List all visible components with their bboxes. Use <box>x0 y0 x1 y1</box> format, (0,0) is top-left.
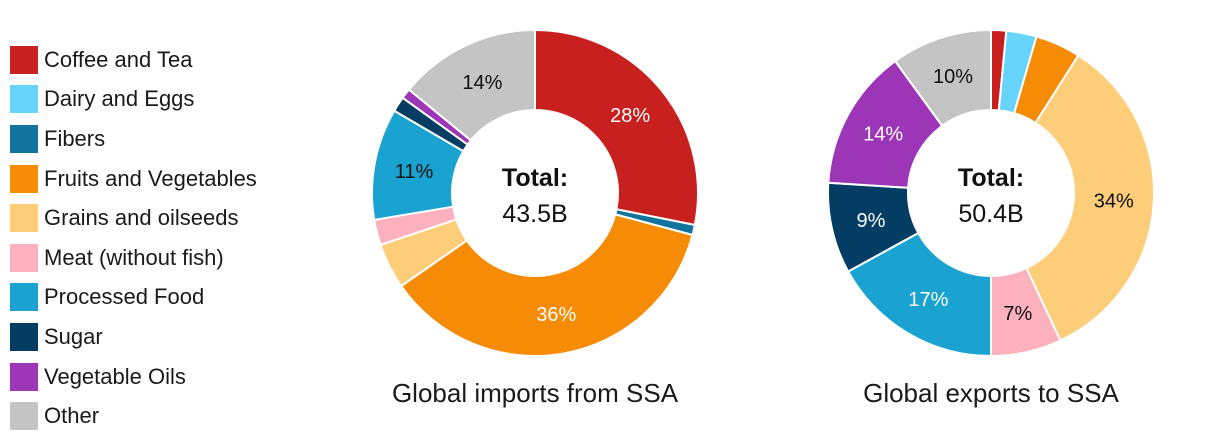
slice-label: 9% <box>857 210 886 232</box>
legend-item: Fruits and Vegetables <box>10 159 257 199</box>
legend-item: Other <box>10 396 257 436</box>
legend-swatch <box>10 164 38 193</box>
slice-label: 34% <box>1094 191 1134 213</box>
legend-label: Vegetable Oils <box>44 363 186 389</box>
legend-item: Meat (without fish) <box>10 238 257 278</box>
legend-swatch <box>10 45 38 74</box>
legend-label: Sugar <box>44 323 103 349</box>
legend-swatch <box>10 322 38 351</box>
legend-swatch <box>10 85 38 114</box>
slice-label: 17% <box>908 289 948 311</box>
slice-other <box>407 28 536 142</box>
legend-swatch <box>10 362 38 391</box>
legend-item: Dairy and Eggs <box>10 80 257 120</box>
slice-label: 28% <box>610 105 650 127</box>
legend-item: Fibers <box>10 119 257 159</box>
slice-fruits-and-vegetables <box>399 213 694 357</box>
slice-grains-and-oilseeds <box>1025 53 1155 342</box>
legend-label: Other <box>44 403 100 429</box>
legend-item: Grains and oilseeds <box>10 198 257 238</box>
slice-label: 14% <box>462 72 502 94</box>
center-total-label: Total: <box>502 164 568 192</box>
legend-label: Meat (without fish) <box>44 244 224 270</box>
center-total-value: 50.4B <box>958 200 1023 228</box>
legend-item: Coffee and Tea <box>10 40 257 80</box>
legend-label: Dairy and Eggs <box>44 86 195 112</box>
legend-item: Sugar <box>10 317 257 357</box>
legend-swatch <box>10 243 38 272</box>
donut-chart-exports: 34% 7% 17% 9% 14% 10% Total: 50.4B <box>827 28 1155 358</box>
donut-chart-imports: 28% 36% 11% 14% Total: 43.5B <box>371 28 699 357</box>
slice-label: 10% <box>933 66 973 88</box>
slice-label: 36% <box>536 304 576 326</box>
slice-label: 11% <box>395 161 434 183</box>
slice-label: 7% <box>1003 303 1032 325</box>
legend-label: Coffee and Tea <box>44 46 193 72</box>
slice-label: 14% <box>863 124 903 146</box>
legend-label: Fibers <box>44 125 106 151</box>
legend-swatch <box>10 283 38 312</box>
legend-label: Processed Food <box>44 284 205 310</box>
legend-item: Vegetable Oils <box>10 357 257 397</box>
center-total-label: Total: <box>958 164 1024 192</box>
center-total-value: 43.5B <box>502 200 567 228</box>
chart-caption-imports: Global imports from SSA <box>391 378 679 408</box>
slice-coffee-and-tea <box>534 28 699 227</box>
legend-label: Grains and oilseeds <box>44 205 239 231</box>
legend-swatch <box>10 204 38 233</box>
legend: Coffee and Tea Dairy and Eggs Fibers Fruits… <box>10 40 257 436</box>
legend-swatch <box>10 402 38 431</box>
legend-item: Processed Food <box>10 278 257 318</box>
slice-other <box>893 28 992 128</box>
legend-label: Fruits and Vegetables <box>44 165 257 191</box>
legend-swatch <box>10 124 38 153</box>
slice-processed-food <box>846 231 992 358</box>
chart-caption-exports: Global exports to SSA <box>863 378 1119 408</box>
